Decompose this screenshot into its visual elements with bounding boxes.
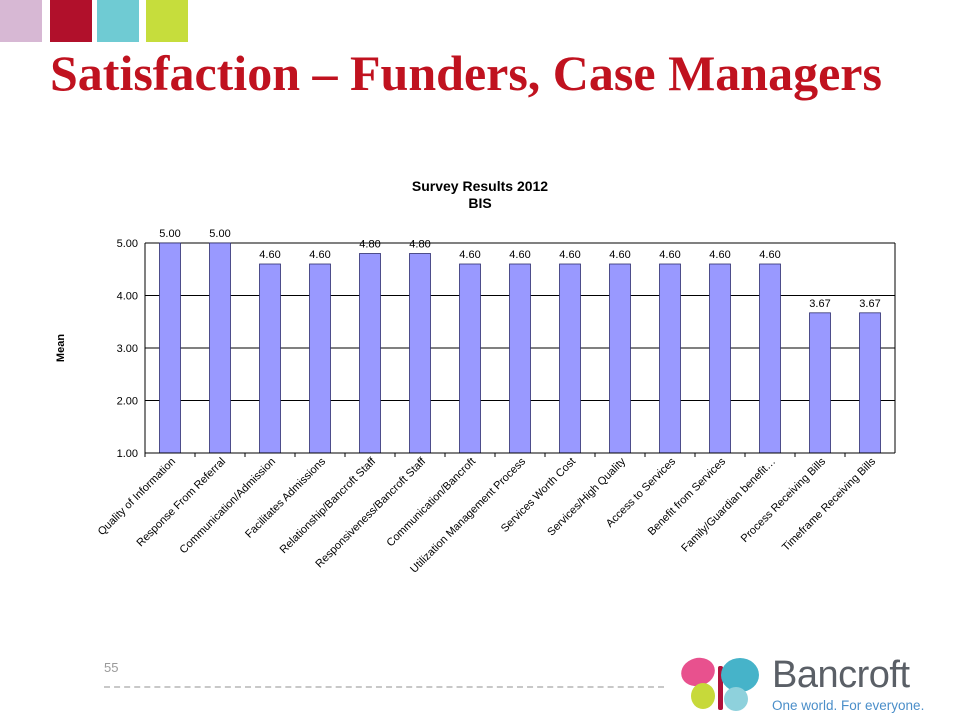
bar (709, 263, 731, 454)
data-label: 4.60 (609, 249, 630, 261)
data-label: 4.80 (409, 239, 430, 251)
data-label: 5.00 (209, 228, 230, 240)
x-tick-label: Family/Guardian benefit… (679, 456, 778, 555)
bar (459, 263, 481, 454)
bar (759, 263, 781, 454)
bar (359, 253, 381, 454)
x-tick-label: Communication/Admission (178, 456, 279, 557)
butterfly-icon (681, 657, 759, 711)
data-label: 4.60 (509, 249, 530, 261)
bar (859, 312, 881, 454)
x-tick-label: Process Receiving Bills (739, 455, 829, 545)
x-tick-label: Relationship/Bancroft Staff (278, 455, 379, 556)
bancroft-logo: Bancroft One world. For everyone. (676, 652, 926, 716)
data-label: 4.60 (659, 249, 680, 261)
data-label: 4.60 (709, 249, 730, 261)
x-tick-label: Communication/Bancroft (384, 456, 478, 550)
x-tick-label: Response From Referral (134, 456, 228, 550)
bar (409, 253, 431, 454)
data-label: 4.80 (359, 239, 380, 251)
bar (159, 242, 181, 454)
data-label: 4.60 (259, 249, 280, 261)
bar (309, 263, 331, 454)
y-tick-label: 3.00 (117, 343, 138, 355)
chart-title-line-1: Survey Results 2012 (412, 178, 548, 194)
page-number: 55 (104, 660, 119, 675)
pink-square (0, 0, 42, 42)
bar (559, 263, 581, 454)
y-tick-label: 5.00 (117, 238, 138, 250)
logo-tagline: One world. For everyone. (772, 698, 925, 713)
footer-divider (104, 686, 664, 688)
bar (609, 263, 631, 454)
y-axis-label: Mean (55, 334, 67, 362)
slide-title: Satisfaction – Funders, Case Managers (50, 45, 882, 101)
bar (259, 263, 281, 454)
y-tick-label: 2.00 (117, 396, 138, 408)
data-label: 4.60 (309, 249, 330, 261)
bar (659, 263, 681, 454)
red-square (50, 0, 92, 42)
x-tick-label: Timeframe Receiving Bills (780, 455, 878, 553)
bar (809, 312, 831, 454)
data-label: 4.60 (759, 249, 780, 261)
bar (209, 242, 231, 454)
logo-wordmark: Bancroft (772, 654, 910, 696)
data-label: 5.00 (159, 228, 180, 240)
y-tick-label: 1.00 (117, 448, 138, 460)
data-label: 4.60 (559, 249, 580, 261)
bar (509, 263, 531, 454)
y-tick-label: 4.00 (117, 291, 138, 303)
data-label: 3.67 (859, 298, 880, 310)
data-label: 4.60 (459, 249, 480, 261)
data-label: 3.67 (809, 298, 830, 310)
chart-title-line-2: BIS (468, 195, 491, 211)
cyan-square (97, 0, 139, 42)
lime-square (146, 0, 188, 42)
